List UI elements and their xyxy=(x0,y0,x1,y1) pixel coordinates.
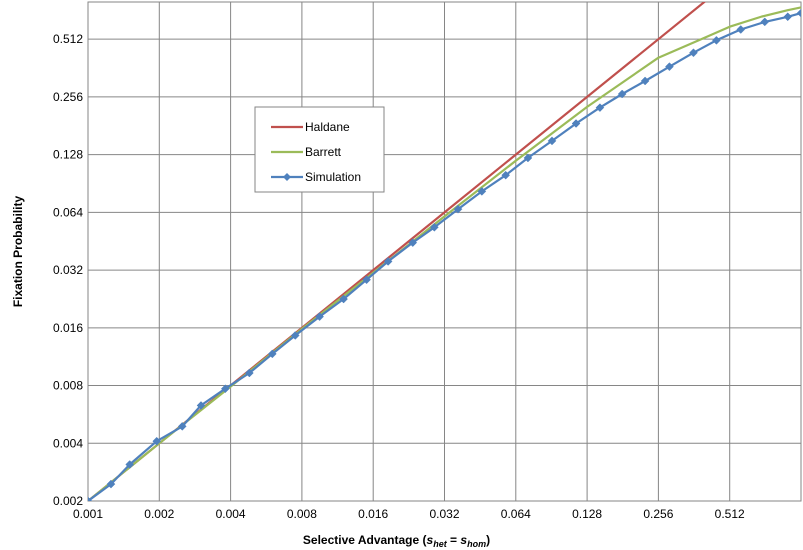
x-axis-title-suffix: ) xyxy=(486,533,490,547)
simulation-point xyxy=(571,119,581,128)
series-line-haldane xyxy=(88,2,707,501)
simulation-point xyxy=(783,12,793,22)
simulation-point xyxy=(665,62,674,72)
y-tick-label: 0.128 xyxy=(53,148,83,162)
series-line-simulation xyxy=(88,12,801,501)
x-tick-label: 0.032 xyxy=(429,507,459,521)
y-tick-label: 0.512 xyxy=(53,32,83,46)
simulation-point xyxy=(501,170,511,180)
simulation-point xyxy=(640,76,650,86)
y-tick-label: 0.064 xyxy=(53,205,83,219)
x-tick-label: 0.008 xyxy=(287,507,317,521)
x-axis-title-mid: = xyxy=(447,533,461,547)
simulation-point xyxy=(453,204,463,214)
simulation-point xyxy=(339,294,348,304)
simulation-point xyxy=(796,8,801,18)
legend-label-haldane: Haldane xyxy=(305,120,350,134)
simulation-point xyxy=(736,25,746,34)
simulation-point xyxy=(430,222,439,232)
simulation-point xyxy=(106,479,116,489)
simulation-point xyxy=(220,384,230,394)
simulation-point xyxy=(383,257,393,266)
simulation-point xyxy=(245,368,254,378)
x-tick-label: 0.512 xyxy=(715,507,745,521)
simulation-point xyxy=(547,136,557,146)
legend-marker-simulation xyxy=(283,173,291,181)
x-tick-label: 0.001 xyxy=(73,507,103,521)
simulation-point xyxy=(362,275,371,285)
x-tick-label: 0.004 xyxy=(216,507,246,521)
simulation-point xyxy=(408,238,418,247)
simulation-point xyxy=(712,35,721,45)
y-tick-label: 0.004 xyxy=(53,436,83,450)
grid xyxy=(87,2,801,502)
simulation-point xyxy=(290,331,300,340)
x-axis-title-s2: s xyxy=(460,533,467,547)
y-tick-label: 0.016 xyxy=(53,321,83,335)
x-axis-title-sub2: hom xyxy=(467,539,486,549)
x-tick-label: 0.002 xyxy=(144,507,174,521)
simulation-point xyxy=(477,187,487,196)
x-tick-label: 0.016 xyxy=(358,507,388,521)
simulation-point xyxy=(196,401,206,410)
simulation-point xyxy=(152,436,162,446)
series-group xyxy=(88,2,801,501)
y-tick-label: 0.002 xyxy=(53,494,83,508)
x-axis-title-prefix: Selective Advantage ( xyxy=(303,533,427,547)
simulation-point xyxy=(689,48,698,58)
plot-area-border xyxy=(87,1,802,502)
legend-label-simulation: Simulation xyxy=(305,170,361,184)
simulation-point xyxy=(617,89,627,99)
simulation-point xyxy=(177,422,187,431)
y-tick-label: 0.008 xyxy=(53,379,83,393)
simulation-point xyxy=(315,312,324,321)
x-axis-title-sub1: het xyxy=(433,539,448,549)
legend: Haldane Barrett Simulation xyxy=(254,106,385,193)
y-tick-label: 0.032 xyxy=(53,263,83,277)
simulation-point xyxy=(267,349,277,359)
x-tick-label: 0.256 xyxy=(643,507,673,521)
x-axis-title: Selective Advantage (shet = shom) xyxy=(303,533,490,549)
y-axis-title: Fixation Probability xyxy=(11,196,25,308)
y-tick-label: 0.256 xyxy=(53,90,83,104)
x-axis-ticks: 0.001 0.002 0.004 0.008 0.016 0.032 0.064 0.128… xyxy=(73,507,745,521)
simulation-point xyxy=(88,496,93,501)
x-tick-label: 0.128 xyxy=(572,507,602,521)
x-axis-title-s1: s xyxy=(427,533,434,547)
y-axis-ticks: 0.002 0.004 0.008 0.016 0.032 0.064 0.128 0.256… xyxy=(53,32,83,508)
simulation-point xyxy=(523,153,533,163)
simulation-point xyxy=(760,17,770,27)
simulation-point xyxy=(125,460,135,469)
simulation-point xyxy=(595,103,605,113)
x-tick-label: 0.064 xyxy=(501,507,531,521)
legend-label-barrett: Barrett xyxy=(305,145,342,159)
